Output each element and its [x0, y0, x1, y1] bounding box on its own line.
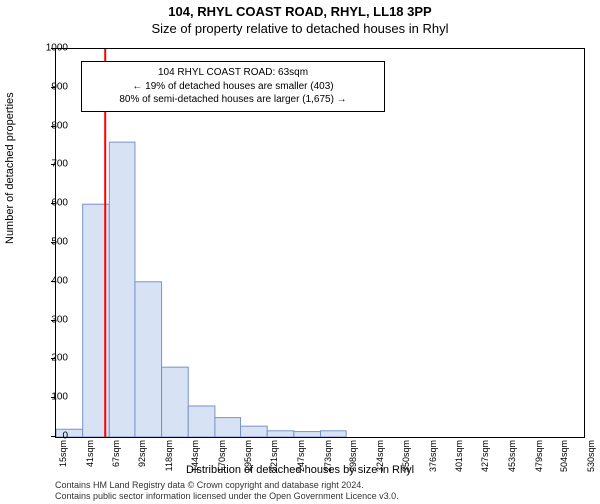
y-tick-mark	[51, 164, 55, 165]
histogram-bar	[109, 142, 135, 437]
x-tick-label: 324sqm	[375, 440, 385, 472]
y-tick-label: 400	[28, 275, 68, 286]
y-tick-label: 600	[28, 198, 68, 209]
y-tick-mark	[51, 242, 55, 243]
y-tick-label: 1000	[28, 43, 68, 54]
histogram-bar	[294, 432, 321, 437]
y-tick-mark	[51, 126, 55, 127]
histogram-bar	[215, 418, 241, 437]
histogram-bar	[321, 431, 347, 437]
x-tick-label: 401sqm	[454, 440, 464, 472]
x-tick-label: 247sqm	[296, 440, 306, 472]
y-tick-label: 200	[28, 353, 68, 364]
y-tick-label: 300	[28, 314, 68, 325]
y-tick-mark	[51, 281, 55, 282]
x-tick-label: 479sqm	[534, 440, 544, 472]
annotation-line2: ← 19% of detached houses are smaller (40…	[88, 80, 378, 94]
histogram-bar	[267, 431, 294, 437]
plot-area: 104 RHYL COAST ROAD: 63sqm ← 19% of deta…	[55, 48, 585, 438]
y-tick-mark	[51, 358, 55, 359]
y-tick-mark	[51, 436, 55, 437]
x-tick-label: 15sqm	[58, 440, 68, 467]
footer-line1: Contains HM Land Registry data © Crown c…	[55, 480, 399, 491]
y-tick-label: 900	[28, 81, 68, 92]
x-tick-label: 350sqm	[401, 440, 411, 472]
x-tick-label: 427sqm	[480, 440, 490, 472]
y-tick-mark	[51, 87, 55, 88]
y-tick-label: 800	[28, 120, 68, 131]
x-tick-label: 273sqm	[323, 440, 333, 472]
footer-line2: Contains public sector information licen…	[55, 491, 399, 502]
x-tick-label: 221sqm	[269, 440, 279, 472]
y-tick-mark	[51, 397, 55, 398]
title-subtitle: Size of property relative to detached ho…	[0, 21, 600, 36]
y-tick-label: 100	[28, 392, 68, 403]
x-tick-label: 144sqm	[190, 440, 200, 472]
y-tick-label: 700	[28, 159, 68, 170]
x-tick-label: 530sqm	[586, 440, 596, 472]
histogram-bar	[241, 426, 268, 437]
x-tick-label: 195sqm	[243, 440, 253, 472]
y-axis-label: Number of detached properties	[4, 92, 16, 244]
histogram-bar	[162, 367, 189, 437]
y-tick-label: 500	[28, 237, 68, 248]
histogram-bar	[135, 282, 162, 437]
annotation-line1: 104 RHYL COAST ROAD: 63sqm	[88, 66, 378, 80]
x-tick-label: 41sqm	[85, 440, 95, 467]
x-tick-label: 170sqm	[217, 440, 227, 472]
footer-attribution: Contains HM Land Registry data © Crown c…	[55, 480, 399, 503]
histogram-bar	[188, 406, 215, 437]
x-tick-label: 376sqm	[428, 440, 438, 472]
x-tick-label: 298sqm	[348, 440, 358, 472]
x-tick-label: 118sqm	[164, 440, 174, 471]
x-tick-label: 453sqm	[507, 440, 517, 472]
y-tick-mark	[51, 320, 55, 321]
y-tick-mark	[51, 203, 55, 204]
y-tick-mark	[51, 48, 55, 49]
title-address: 104, RHYL COAST ROAD, RHYL, LL18 3PP	[0, 4, 600, 19]
x-tick-label: 67sqm	[111, 440, 121, 467]
x-tick-label: 504sqm	[559, 440, 569, 472]
annotation-box: 104 RHYL COAST ROAD: 63sqm ← 19% of deta…	[81, 61, 385, 112]
annotation-line3: 80% of semi-detached houses are larger (…	[88, 93, 378, 107]
x-tick-label: 92sqm	[137, 440, 147, 467]
